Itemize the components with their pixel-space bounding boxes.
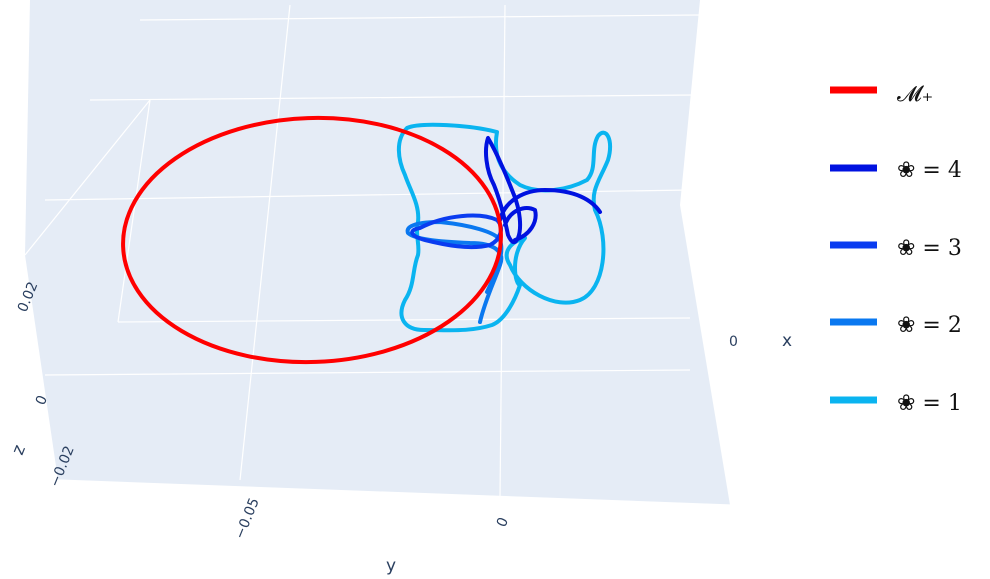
legend-label: 𝓜₊ xyxy=(897,82,933,107)
legend-label: ❀ = 3 xyxy=(897,236,962,261)
back-wall xyxy=(25,0,730,505)
y-tick-label: −0.05 xyxy=(232,496,263,542)
z-axis-title: z xyxy=(8,442,30,458)
legend-item-petal-4[interactable]: ❀ = 4 xyxy=(830,158,962,183)
legend-label: ❀ = 1 xyxy=(897,391,962,416)
series-line-petal-1 xyxy=(396,122,613,333)
legend-item-m-plus[interactable]: 𝓜₊ xyxy=(830,82,933,107)
legend-label: ❀ = 4 xyxy=(897,158,962,183)
legend-item-petal-1[interactable]: ❀ = 1 xyxy=(830,391,962,416)
x-axis-title: x xyxy=(782,331,792,351)
series-line-petal-4 xyxy=(484,136,602,245)
scene-background xyxy=(25,0,730,505)
legend-item-petal-2[interactable]: ❀ = 2 xyxy=(830,313,962,338)
y-tick-label: 0 xyxy=(494,515,512,529)
y-axis-title: y xyxy=(386,556,396,576)
legend-item-petal-3[interactable]: ❀ = 3 xyxy=(830,236,962,261)
series-line-m-plus xyxy=(121,115,503,365)
x-tick-label: 0 xyxy=(729,334,738,350)
legend-label: ❀ = 2 xyxy=(897,313,962,338)
series-curves xyxy=(121,115,613,365)
series-line-petal-3 xyxy=(410,213,503,250)
legend: 𝓜₊ ❀ = 4 ❀ = 3 ❀ = 2 ❀ = 1 xyxy=(830,82,962,416)
